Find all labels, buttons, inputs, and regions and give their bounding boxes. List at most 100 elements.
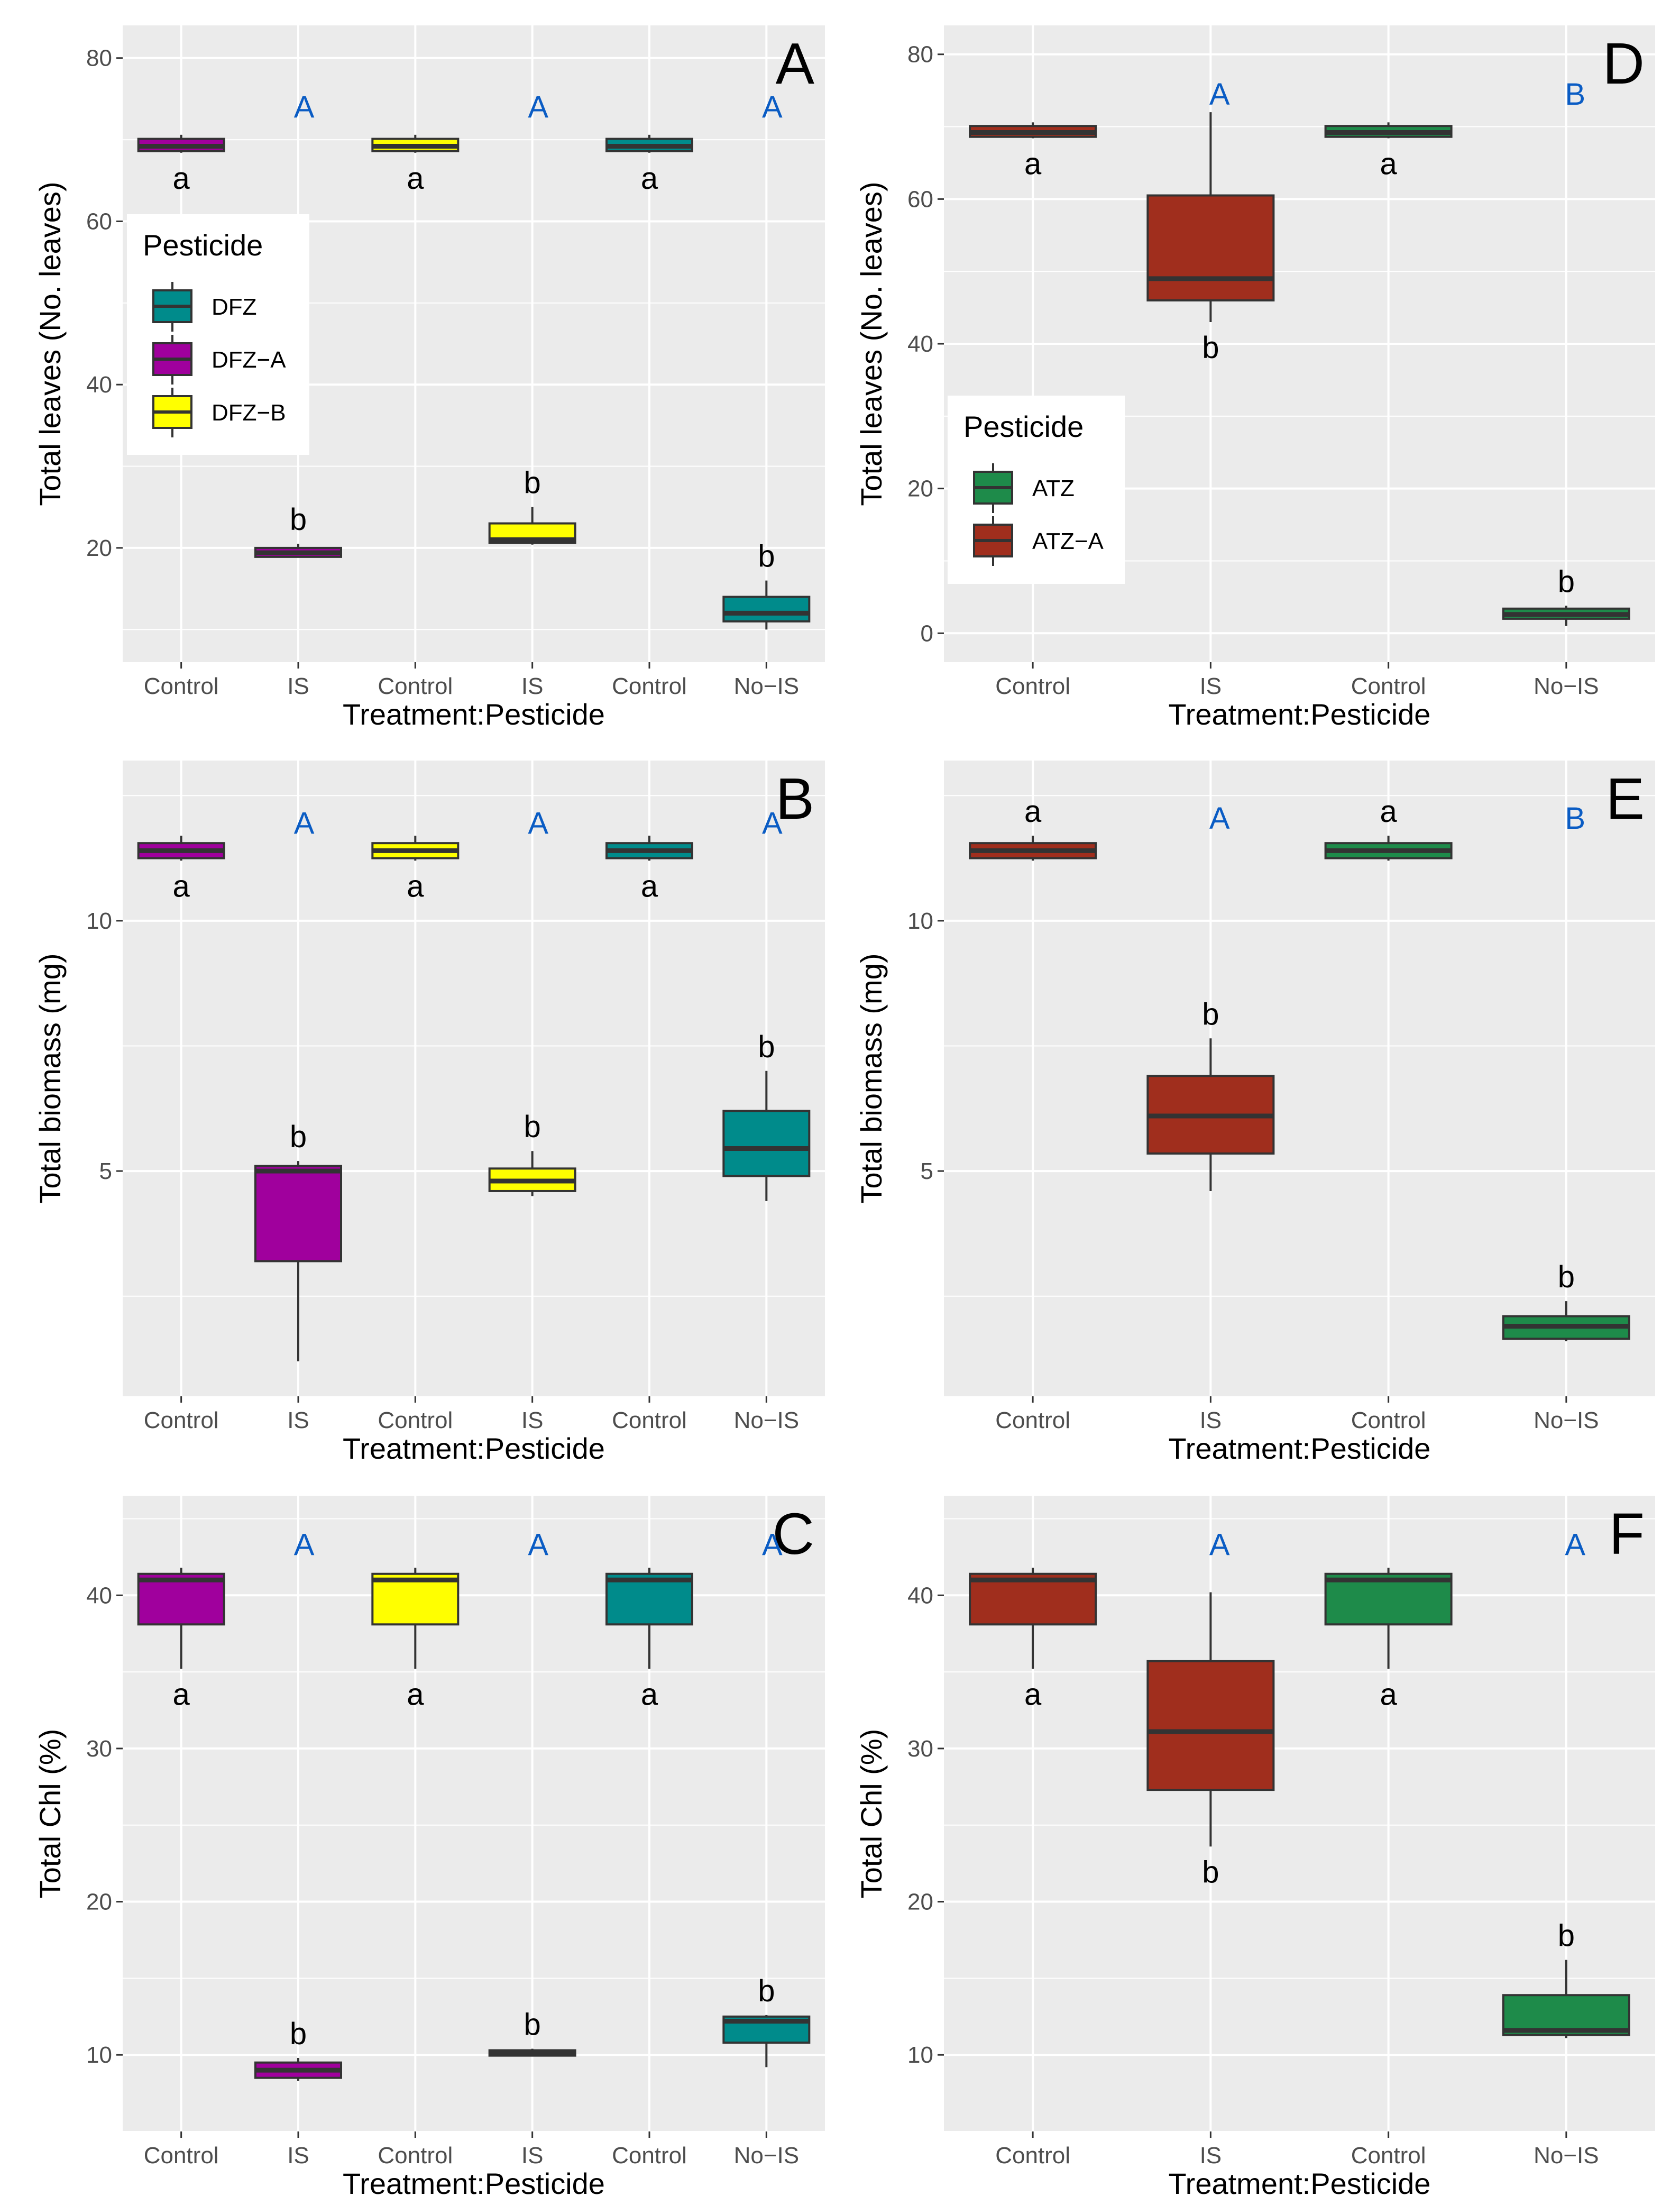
group-letter: A	[762, 90, 783, 124]
y-tick-label: 10	[86, 2042, 112, 2068]
panel-background	[123, 761, 825, 1396]
significance-letter: a	[407, 1677, 424, 1712]
y-tick-label: 10	[907, 908, 933, 934]
box-control-DFZ: a	[605, 1568, 693, 1712]
x-tick-label: No−IS	[1534, 673, 1599, 699]
x-tick-label: No−IS	[734, 673, 800, 699]
panel-letter: D	[1603, 31, 1645, 96]
box-is-ATZ-A: b	[1146, 997, 1275, 1191]
group-letter: A	[762, 1528, 783, 1562]
x-tick-label: IS	[1200, 1407, 1222, 1433]
box-control-DFZ-A: a	[137, 835, 225, 903]
panel-letter: F	[1609, 1502, 1645, 1567]
significance-letter: a	[1024, 794, 1042, 829]
panel-background	[944, 761, 1655, 1396]
x-tick-label: Control	[995, 673, 1070, 699]
significance-letter: a	[641, 869, 658, 903]
box-control-DFZ: a	[605, 835, 693, 903]
y-tick-label: 40	[86, 1582, 112, 1608]
significance-letter: a	[173, 1677, 190, 1712]
group-letter: A	[1565, 1528, 1585, 1562]
box-nois-ATZ: b	[1502, 1919, 1630, 2038]
x-tick-label: IS	[287, 673, 309, 699]
box-control-DFZ-B: a	[371, 134, 460, 196]
y-tick-label: 20	[86, 1889, 112, 1915]
significance-letter: b	[758, 1974, 775, 2008]
box-is-DFZ-A: b	[254, 2017, 342, 2081]
significance-letter: a	[1380, 147, 1397, 181]
significance-letter: a	[173, 869, 190, 903]
x-tick-label: Control	[995, 2143, 1070, 2168]
box-iqr	[722, 1110, 811, 1177]
significance-letter: b	[290, 2017, 307, 2051]
box-iqr	[1146, 194, 1275, 301]
panel-letter: A	[776, 31, 815, 96]
x-tick-label: Control	[1351, 1407, 1426, 1433]
significance-letter: a	[641, 1677, 658, 1712]
legend-label: ATZ	[1032, 475, 1075, 501]
significance-letter: b	[758, 1030, 775, 1064]
y-tick-label: 10	[86, 908, 112, 934]
box-is-ATZ-A: b	[1146, 1592, 1275, 1889]
box-is-ATZ-A: b	[1146, 112, 1275, 365]
x-tick-label: Control	[378, 2143, 453, 2168]
box-control-ATZ: a	[1324, 122, 1453, 181]
y-tick-label: 5	[921, 1158, 933, 1184]
significance-letter: a	[1380, 794, 1397, 829]
x-tick-label: No−IS	[734, 1407, 800, 1433]
significance-letter: b	[1558, 1260, 1575, 1294]
x-tick-label: IS	[1200, 673, 1222, 699]
box-is-DFZ-B: b	[488, 2008, 576, 2057]
legend-label: DFZ−B	[212, 400, 286, 426]
x-tick-label: Control	[144, 673, 219, 699]
box-iqr	[722, 596, 811, 623]
box-control-DFZ-B: a	[371, 835, 460, 903]
legend-A: Pesticide DFZ DFZ−A DFZ−B	[127, 214, 309, 455]
panel-letter: E	[1606, 766, 1645, 831]
group-letter: A	[1209, 801, 1230, 836]
x-tick-label: Control	[1351, 673, 1426, 699]
x-tick-label: No−IS	[734, 2143, 800, 2168]
legend-D: Pesticide ATZ ATZ−A	[948, 396, 1125, 584]
x-tick-label: IS	[287, 2143, 309, 2168]
box-control-ATZ: a	[1324, 794, 1453, 861]
y-tick-label: 40	[907, 1582, 933, 1608]
y-tick-label: 60	[86, 208, 112, 234]
x-tick-label: Control	[144, 1407, 219, 1433]
y-axis-title: Total biomass (mg)	[855, 953, 888, 1203]
x-axis-title: Treatment:Pesticide	[343, 698, 605, 731]
legend-title: Pesticide	[143, 228, 263, 262]
x-axis-title: Treatment:Pesticide	[343, 2167, 605, 2196]
y-tick-label: 20	[907, 476, 933, 502]
significance-letter: b	[1558, 1919, 1575, 1953]
group-letter: A	[1209, 1528, 1230, 1562]
box-control-ATZ: a	[1324, 1568, 1453, 1712]
x-tick-label: Control	[612, 2143, 687, 2168]
group-letter: A	[528, 1528, 548, 1562]
legend-label: DFZ−A	[212, 347, 286, 373]
box-control-ATZ-A: a	[969, 794, 1097, 861]
group-letter: A	[294, 90, 315, 124]
box-nois-ATZ: b	[1502, 1260, 1630, 1341]
y-axis-title: Total biomass (mg)	[33, 953, 67, 1203]
x-axis-title: Treatment:Pesticide	[1169, 2167, 1431, 2196]
group-letter: A	[294, 806, 315, 840]
significance-letter: a	[407, 869, 424, 903]
box-nois-DFZ: b	[722, 1030, 811, 1201]
y-tick-label: 10	[907, 2042, 933, 2068]
x-tick-label: Control	[612, 1407, 687, 1433]
significance-letter: b	[1202, 997, 1219, 1031]
box-control-ATZ-A: a	[969, 122, 1097, 181]
box-is-DFZ-B: b	[488, 1110, 576, 1196]
box-control-DFZ: a	[605, 134, 693, 196]
group-letter: A	[294, 1528, 315, 1562]
legend-title: Pesticide	[963, 410, 1084, 443]
box-is-DFZ-A: b	[254, 1120, 342, 1361]
significance-letter: a	[1024, 1677, 1042, 1712]
y-axis-title: Total leaves (No. leaves)	[33, 181, 67, 506]
box-is-DFZ-B: b	[488, 466, 576, 545]
y-tick-label: 20	[86, 535, 112, 561]
group-letter: B	[1565, 801, 1585, 836]
panel-A: 20 40 60 80 Control IS Control IS Control No−IS Tr…	[33, 25, 825, 731]
